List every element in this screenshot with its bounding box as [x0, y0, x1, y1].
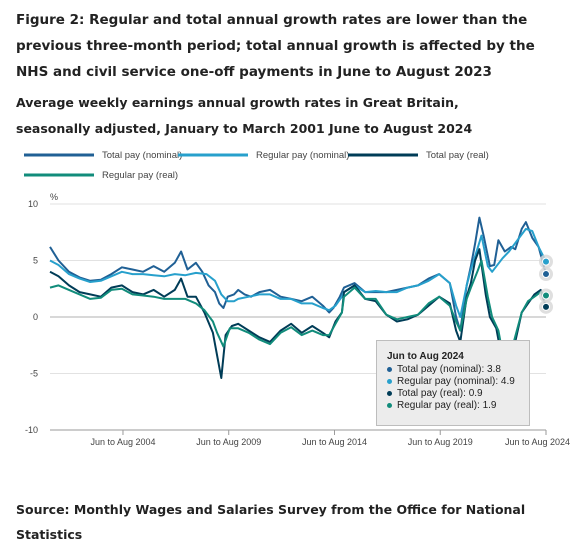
legend-label: Regular pay (real)	[102, 170, 178, 181]
legend-label: Total pay (nominal)	[102, 150, 182, 161]
line-chart: Total pay (nominal) Regular pay (nominal)…	[24, 150, 570, 447]
tooltip-value: Total pay (real): 0.9	[397, 388, 483, 399]
tooltip-title: Jun to Aug 2024	[387, 351, 464, 362]
y-tick-label: 10	[28, 199, 38, 209]
x-tick-label: Jun to Aug 2024	[505, 437, 570, 447]
hover-point	[542, 270, 550, 279]
source-note: Source: Monthly Wages and Salaries Surve…	[16, 502, 526, 542]
hover-markers	[539, 254, 553, 314]
hover-point	[542, 291, 550, 300]
bullet-icon	[387, 402, 392, 408]
tooltip-row: Regular pay (real): 1.9	[387, 400, 519, 412]
bullet-icon	[387, 366, 392, 372]
hover-tooltip: Jun to Aug 2024 Total pay (nominal): 3.8…	[376, 340, 530, 426]
series-line	[49, 227, 547, 318]
bullet-icon	[387, 390, 392, 396]
chart-subtitle: Average weekly earnings annual growth ra…	[16, 95, 473, 136]
chart-title: Figure 2: Regular and total annual growt…	[16, 12, 535, 80]
legend: Total pay (nominal) Regular pay (nominal)…	[24, 150, 489, 181]
bullet-icon	[387, 378, 392, 384]
tooltip-row: Regular pay (nominal): 4.9	[387, 376, 519, 388]
x-tick-label: Jun to Aug 2004	[90, 437, 155, 447]
tooltip-value: Regular pay (real): 1.9	[397, 400, 497, 411]
x-tick-label: Jun to Aug 2009	[196, 437, 261, 447]
series	[49, 216, 547, 379]
tooltip-value: Total pay (nominal): 3.8	[397, 364, 501, 375]
hover-point	[542, 257, 550, 266]
tooltip-value: Regular pay (nominal): 4.9	[397, 376, 515, 387]
hover-point	[542, 302, 550, 311]
y-tick-label: 5	[33, 256, 38, 266]
y-tick-label: -5	[30, 369, 38, 379]
series-line	[49, 216, 547, 332]
y-tick-label: 0	[33, 312, 38, 322]
y-axis: 10 5 0 -5 -10	[25, 199, 38, 435]
x-tick-label: Jun to Aug 2014	[302, 437, 367, 447]
legend-label: Regular pay (nominal)	[256, 150, 349, 161]
legend-label: Total pay (real)	[426, 150, 489, 161]
x-tick-label: Jun to Aug 2019	[408, 437, 473, 447]
tooltip-row: Total pay (nominal): 3.8	[387, 364, 519, 376]
y-axis-label: %	[50, 192, 58, 202]
y-tick-label: -10	[25, 425, 38, 435]
x-axis: Jun to Aug 2004 Jun to Aug 2009 Jun to Aug…	[50, 429, 570, 447]
tooltip-row: Total pay (real): 0.9	[387, 388, 519, 400]
series-line	[49, 259, 547, 366]
